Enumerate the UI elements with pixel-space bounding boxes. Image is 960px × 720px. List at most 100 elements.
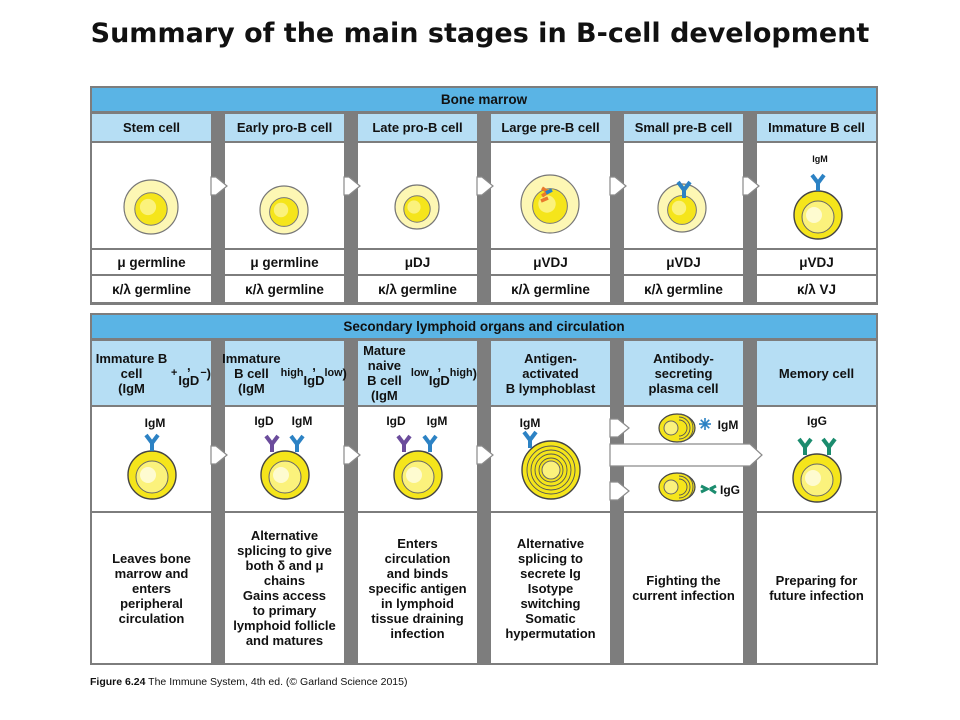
secreted-igg <box>700 484 717 495</box>
nucleus-highlight <box>671 200 687 216</box>
stem-cell <box>123 179 179 235</box>
igd-receptor <box>396 434 412 452</box>
plasma-cell-igg <box>658 472 696 502</box>
caption-text: The Immune System, 4th ed. (© Garland Sc… <box>145 676 408 688</box>
secreted-igg-label: IgG <box>720 483 740 497</box>
igm-label: IgM <box>520 416 541 430</box>
sec-description: Fighting the current infection <box>624 513 743 663</box>
intracellular-heavy-chain <box>676 180 692 198</box>
pre-bcr-heavy-chain <box>545 188 553 195</box>
small-pre-b-cell <box>657 183 707 233</box>
antigen-activated-lymphoblast <box>521 440 581 500</box>
igg-antibody-2 <box>709 484 717 495</box>
secondary-lymphoid-header: Secondary lymphoid organs and circulatio… <box>92 315 876 338</box>
bm-column-header: Immature B cell <box>757 114 876 141</box>
bm-light-chain-status: κ/λ germline <box>92 276 211 302</box>
immature-b-cell-circulation <box>127 450 177 500</box>
receptor-arm-right <box>402 434 412 446</box>
er-layer <box>678 416 691 440</box>
er-layer <box>678 413 694 443</box>
igd-receptor <box>264 434 280 452</box>
slide-title: Summary of the main stages in B-cell dev… <box>90 18 870 49</box>
bm-heavy-chain-status: μVDJ <box>624 250 743 274</box>
nucleus <box>663 420 679 436</box>
bm-column-header: Early pro-B cell <box>225 114 344 141</box>
igm-receptor <box>810 173 826 191</box>
nucleus-highlight <box>407 200 421 214</box>
bone-marrow-header: Bone marrow <box>92 88 876 111</box>
bm-column-header: Large pre-B cell <box>491 114 610 141</box>
bm-column-header: Late pro-B cell <box>358 114 477 141</box>
igm-label: IgM <box>292 414 313 428</box>
pentamer-arm <box>704 419 710 425</box>
receptor-arm-right <box>150 433 160 445</box>
memory-arrow <box>609 443 763 467</box>
igm-receptor <box>144 433 160 451</box>
nucleus-highlight <box>139 198 157 216</box>
receptor-arm-right <box>816 173 826 185</box>
igg-receptor <box>821 437 837 455</box>
igg-receptor <box>797 437 813 455</box>
er-layer <box>678 478 688 496</box>
nucleus <box>663 479 679 495</box>
secreted-igm-label: IgM <box>718 418 739 432</box>
bm-heavy-chain-status: μVDJ <box>491 250 610 274</box>
plasma-arrow-lower <box>609 481 630 501</box>
nucleus-highlight <box>140 467 156 483</box>
bm-light-chain-status: κ/λ germline <box>225 276 344 302</box>
sec-description: Alternative splicing to secrete Ig Isotype s… <box>491 513 610 663</box>
receptor-arm-right <box>270 434 280 446</box>
large-pre-b-cell <box>520 174 580 234</box>
igm-receptor <box>522 430 538 448</box>
nucleus-highlight <box>806 207 822 223</box>
bm-heavy-chain-status: μVDJ <box>757 250 876 274</box>
igm-receptor <box>422 434 438 452</box>
stage-arrow <box>476 176 494 196</box>
bm-heavy-chain-status: μDJ <box>358 250 477 274</box>
bm-heavy-chain-status: μ germline <box>225 250 344 274</box>
early-pro-b-cell <box>259 185 309 235</box>
receptor-arm-right <box>803 437 813 449</box>
stage-arrow <box>609 176 627 196</box>
late-pro-b-cell <box>394 184 440 230</box>
sec-column-header: Immature B cell (IgM +, IgD −) <box>92 341 211 405</box>
stage-arrow <box>742 176 760 196</box>
sec-description: Enters circulation and binds specific antig… <box>358 513 477 663</box>
igm-label: IgM <box>427 414 448 428</box>
memory-cell <box>792 453 842 503</box>
stage-arrow <box>343 445 361 465</box>
nucleus <box>541 460 561 480</box>
caption-figure-number: Figure 6.24 <box>90 676 146 688</box>
nucleus-highlight <box>273 202 289 218</box>
nucleus-highlight <box>805 470 821 486</box>
sec-column-header: Antibody-secreting plasma cell <box>624 341 743 405</box>
er-layer <box>538 457 564 483</box>
igm-label: IgM <box>812 154 828 164</box>
secondary-lymphoid-section: Secondary lymphoid organs and circulatio… <box>90 313 878 665</box>
igm-receptor <box>289 434 305 452</box>
receptor-arm-right <box>428 434 438 446</box>
receptor-arm-right <box>827 437 837 449</box>
stage-arrow <box>210 445 228 465</box>
igg-label: IgG <box>807 414 827 428</box>
plasma-cell-igm <box>658 413 696 443</box>
igg-antibody-1 <box>700 484 711 494</box>
sec-column-header: Antigen-activated B lymphoblast <box>491 341 610 405</box>
nucleus-highlight <box>406 467 422 483</box>
sec-column-header: Memory cell <box>757 341 876 405</box>
immature-b-cell-follicle <box>260 450 310 500</box>
bm-heavy-chain-status: μ germline <box>92 250 211 274</box>
igd-label: IgD <box>254 414 274 428</box>
figure-caption: Figure 6.24 The Immune System, 4th ed. (… <box>90 676 407 688</box>
stage-arrow <box>210 176 228 196</box>
receptor-arm-right <box>682 180 692 192</box>
sec-description: Preparing for future infection <box>757 513 876 663</box>
bm-light-chain-status: κ/λ germline <box>491 276 610 302</box>
er-layer <box>530 449 572 491</box>
er-layer <box>526 445 576 495</box>
igd-label: IgD <box>386 414 406 428</box>
bm-column-header: Stem cell <box>92 114 211 141</box>
